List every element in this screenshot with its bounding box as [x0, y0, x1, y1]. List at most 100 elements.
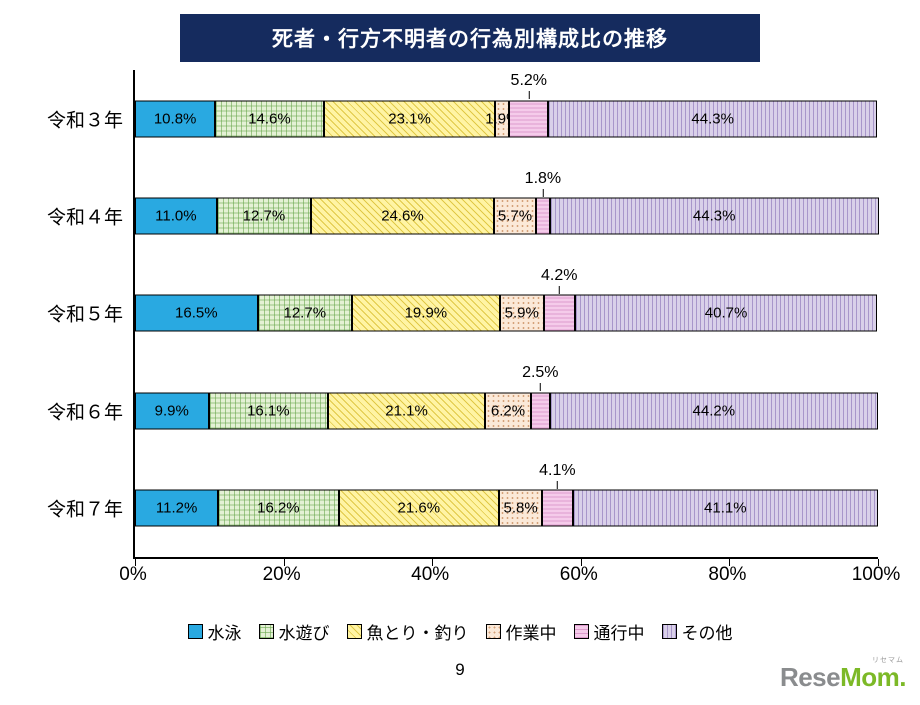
category-label: 令和５年 — [46, 304, 123, 326]
bar-segment — [542, 489, 573, 527]
bar-segment: 5.8% — [499, 489, 543, 527]
plot-area: 令和３年 5.2% 10.8% 14.6% 23.1% 1.9% 44.3% 令和４年 1.8%… — [47, 70, 879, 566]
bar-segment: 9.9% — [135, 392, 209, 430]
bar-segment: 14.6% — [215, 100, 324, 138]
callout-value: 1.8% — [524, 169, 562, 187]
category-label: 令和６年 — [46, 402, 123, 424]
callout-label: 5.2% — [510, 72, 548, 100]
legend-label: その他 — [681, 623, 733, 643]
callout-leader-line — [539, 383, 541, 392]
bar-segment: 44.3% — [548, 100, 878, 138]
callout-leader-line — [558, 286, 560, 294]
bar-segment: 41.1% — [572, 489, 878, 527]
callout-leader-line — [528, 91, 530, 100]
callout-value: 4.2% — [541, 267, 578, 284]
stacked-bar: 16.5% 12.7% 19.9% 5.9% 40.7% — [135, 294, 878, 332]
stacked-bar: 10.8% 14.6% 23.1% 1.9% 44.3% — [135, 100, 878, 138]
category-label: 令和３年 — [46, 110, 123, 132]
callout-label: 4.2% — [541, 267, 577, 294]
logo-gray-text: Rese — [779, 662, 841, 692]
x-tick-mark — [729, 559, 731, 566]
bar-segment — [531, 392, 550, 430]
stacked-bar: 9.9% 16.1% 21.1% 6.2% 44.2% — [135, 392, 878, 430]
x-tick-label: 80% — [708, 564, 747, 585]
callout-value: 4.1% — [539, 461, 576, 479]
legend-label: 通行中 — [593, 623, 645, 643]
bar-segment: 40.7% — [574, 294, 878, 332]
category-label: 令和４年 — [46, 207, 123, 229]
bar-segment: 12.7% — [257, 294, 352, 332]
stacked-bar: 11.0% 12.7% 24.6% 5.7% 44.3% — [135, 197, 879, 235]
bar-segment: 6.2% — [484, 392, 531, 430]
bar-segment: 1.9% — [485, 100, 520, 138]
bar-segment: 11.0% — [135, 197, 217, 235]
bar-row: 令和６年 2.5% 9.9% 16.1% 21.1% 6.2% 44.2% — [47, 362, 878, 459]
bar-segment: 10.8% — [135, 100, 216, 138]
bar-row: 令和５年 4.2% 16.5% 12.7% 19.9% 5.9% 40.7% — [47, 265, 878, 362]
legend-swatch — [661, 623, 677, 639]
page-number: 9 — [455, 660, 465, 679]
bar-segment: 24.6% — [311, 197, 494, 235]
legend-swatch — [346, 623, 362, 639]
category-label: 令和７年 — [46, 499, 123, 521]
legend-label: 水遊び — [278, 623, 330, 643]
legend-item: 水遊び — [258, 619, 330, 644]
callout-leader-line — [542, 188, 544, 197]
callout-value: 5.2% — [510, 72, 548, 90]
legend-label: 水泳 — [207, 623, 242, 643]
legend: 水泳 水遊び 魚とり・釣り 作業中 通行中 その他 — [0, 618, 920, 644]
logo-dot: . — [899, 662, 906, 692]
legend-item: 水泳 — [187, 619, 242, 644]
stacked-bar: 11.2% 16.2% 21.6% 5.8% 41.1% — [135, 489, 878, 527]
bar-segment: 5.7% — [493, 197, 537, 235]
bar-segment: 44.2% — [549, 392, 878, 430]
legend-swatch — [187, 623, 203, 639]
callout-label: 2.5% — [522, 364, 559, 392]
legend-item: 作業中 — [485, 619, 557, 644]
legend-swatch — [485, 623, 501, 639]
bar-segment: 44.3% — [549, 197, 879, 235]
bar-row: 令和３年 5.2% 10.8% 14.6% 23.1% 1.9% 44.3% — [47, 70, 878, 167]
bar-segment: 16.5% — [135, 294, 258, 332]
legend-item: 魚とり・釣り — [346, 619, 469, 644]
x-tick-label: 60% — [559, 564, 598, 585]
bar-segment: 21.1% — [328, 392, 485, 430]
x-tick-mark — [283, 559, 285, 566]
bar-segment: 23.1% — [323, 100, 496, 138]
bar-segment: 21.6% — [338, 489, 500, 527]
x-tick-label: 20% — [262, 564, 301, 585]
bar-segment — [536, 197, 550, 235]
x-tick-label: 40% — [411, 564, 450, 585]
legend-item: 通行中 — [573, 619, 645, 644]
callout-value: 2.5% — [522, 364, 559, 382]
x-tick-mark — [878, 559, 879, 566]
logo-ruby-text: リセマム — [872, 657, 904, 664]
bar-segment: 12.7% — [216, 197, 312, 235]
bar-row: 令和４年 1.8% 11.0% 12.7% 24.6% 5.7% 44.3% — [47, 167, 879, 264]
callout-leader-line — [556, 480, 558, 489]
bar-segment — [509, 100, 549, 138]
bar-segment — [543, 294, 575, 332]
legend-item: その他 — [661, 619, 733, 644]
bar-segment: 11.2% — [135, 489, 219, 527]
bar-segment: 16.1% — [208, 392, 329, 430]
legend-label: 作業中 — [505, 623, 557, 643]
x-tick-label: 100% — [851, 564, 901, 585]
legend-label: 魚とり・釣り — [366, 623, 469, 643]
legend-swatch — [258, 623, 274, 639]
x-tick-mark — [432, 559, 434, 566]
resemom-logo: リセマム ReseMom. — [779, 657, 907, 693]
callout-label: 4.1% — [539, 461, 576, 489]
legend-swatch — [573, 623, 589, 639]
callout-label: 1.8% — [525, 170, 561, 197]
bar-segment: 19.9% — [351, 294, 500, 332]
bar-row: 令和７年 4.1% 11.2% 16.2% 21.6% 5.8% 41.1% — [47, 460, 878, 557]
x-tick-label: 0% — [119, 564, 147, 585]
bar-segment: 5.9% — [499, 294, 544, 332]
x-tick-mark — [135, 559, 136, 566]
x-axis: 0% 20% 40% 60% 80% 100% — [119, 564, 900, 590]
chart-title-text: 死者・行方不明者の行為別構成比の推移 — [272, 28, 668, 51]
bar-segment: 16.2% — [218, 489, 339, 527]
x-tick-mark — [580, 559, 582, 566]
